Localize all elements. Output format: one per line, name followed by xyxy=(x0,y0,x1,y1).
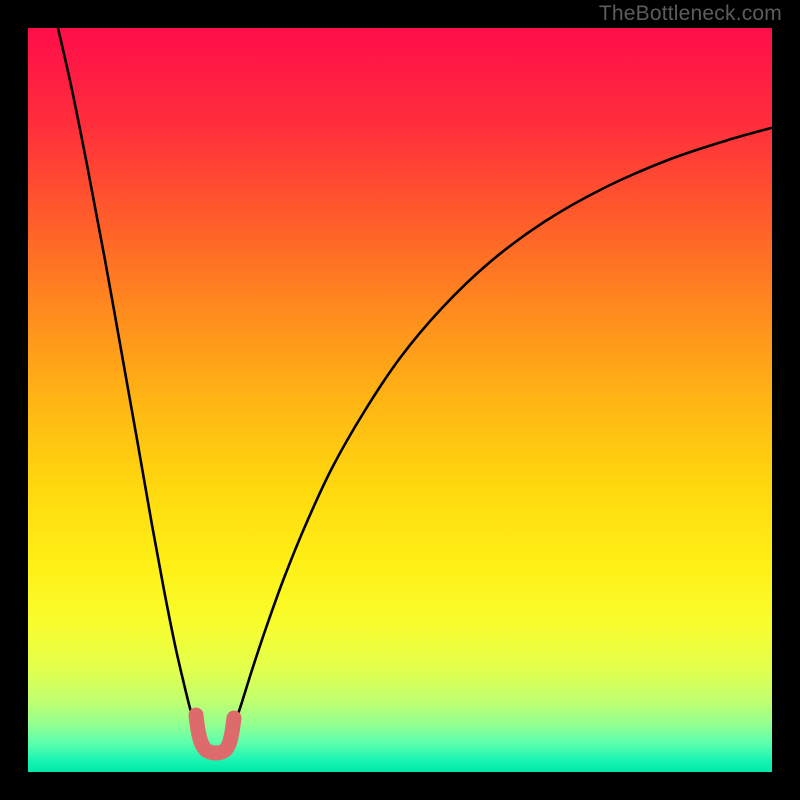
bottleneck-chart xyxy=(0,0,800,800)
plot-area xyxy=(28,28,772,772)
chart-container: TheBottleneck.com xyxy=(0,0,800,800)
